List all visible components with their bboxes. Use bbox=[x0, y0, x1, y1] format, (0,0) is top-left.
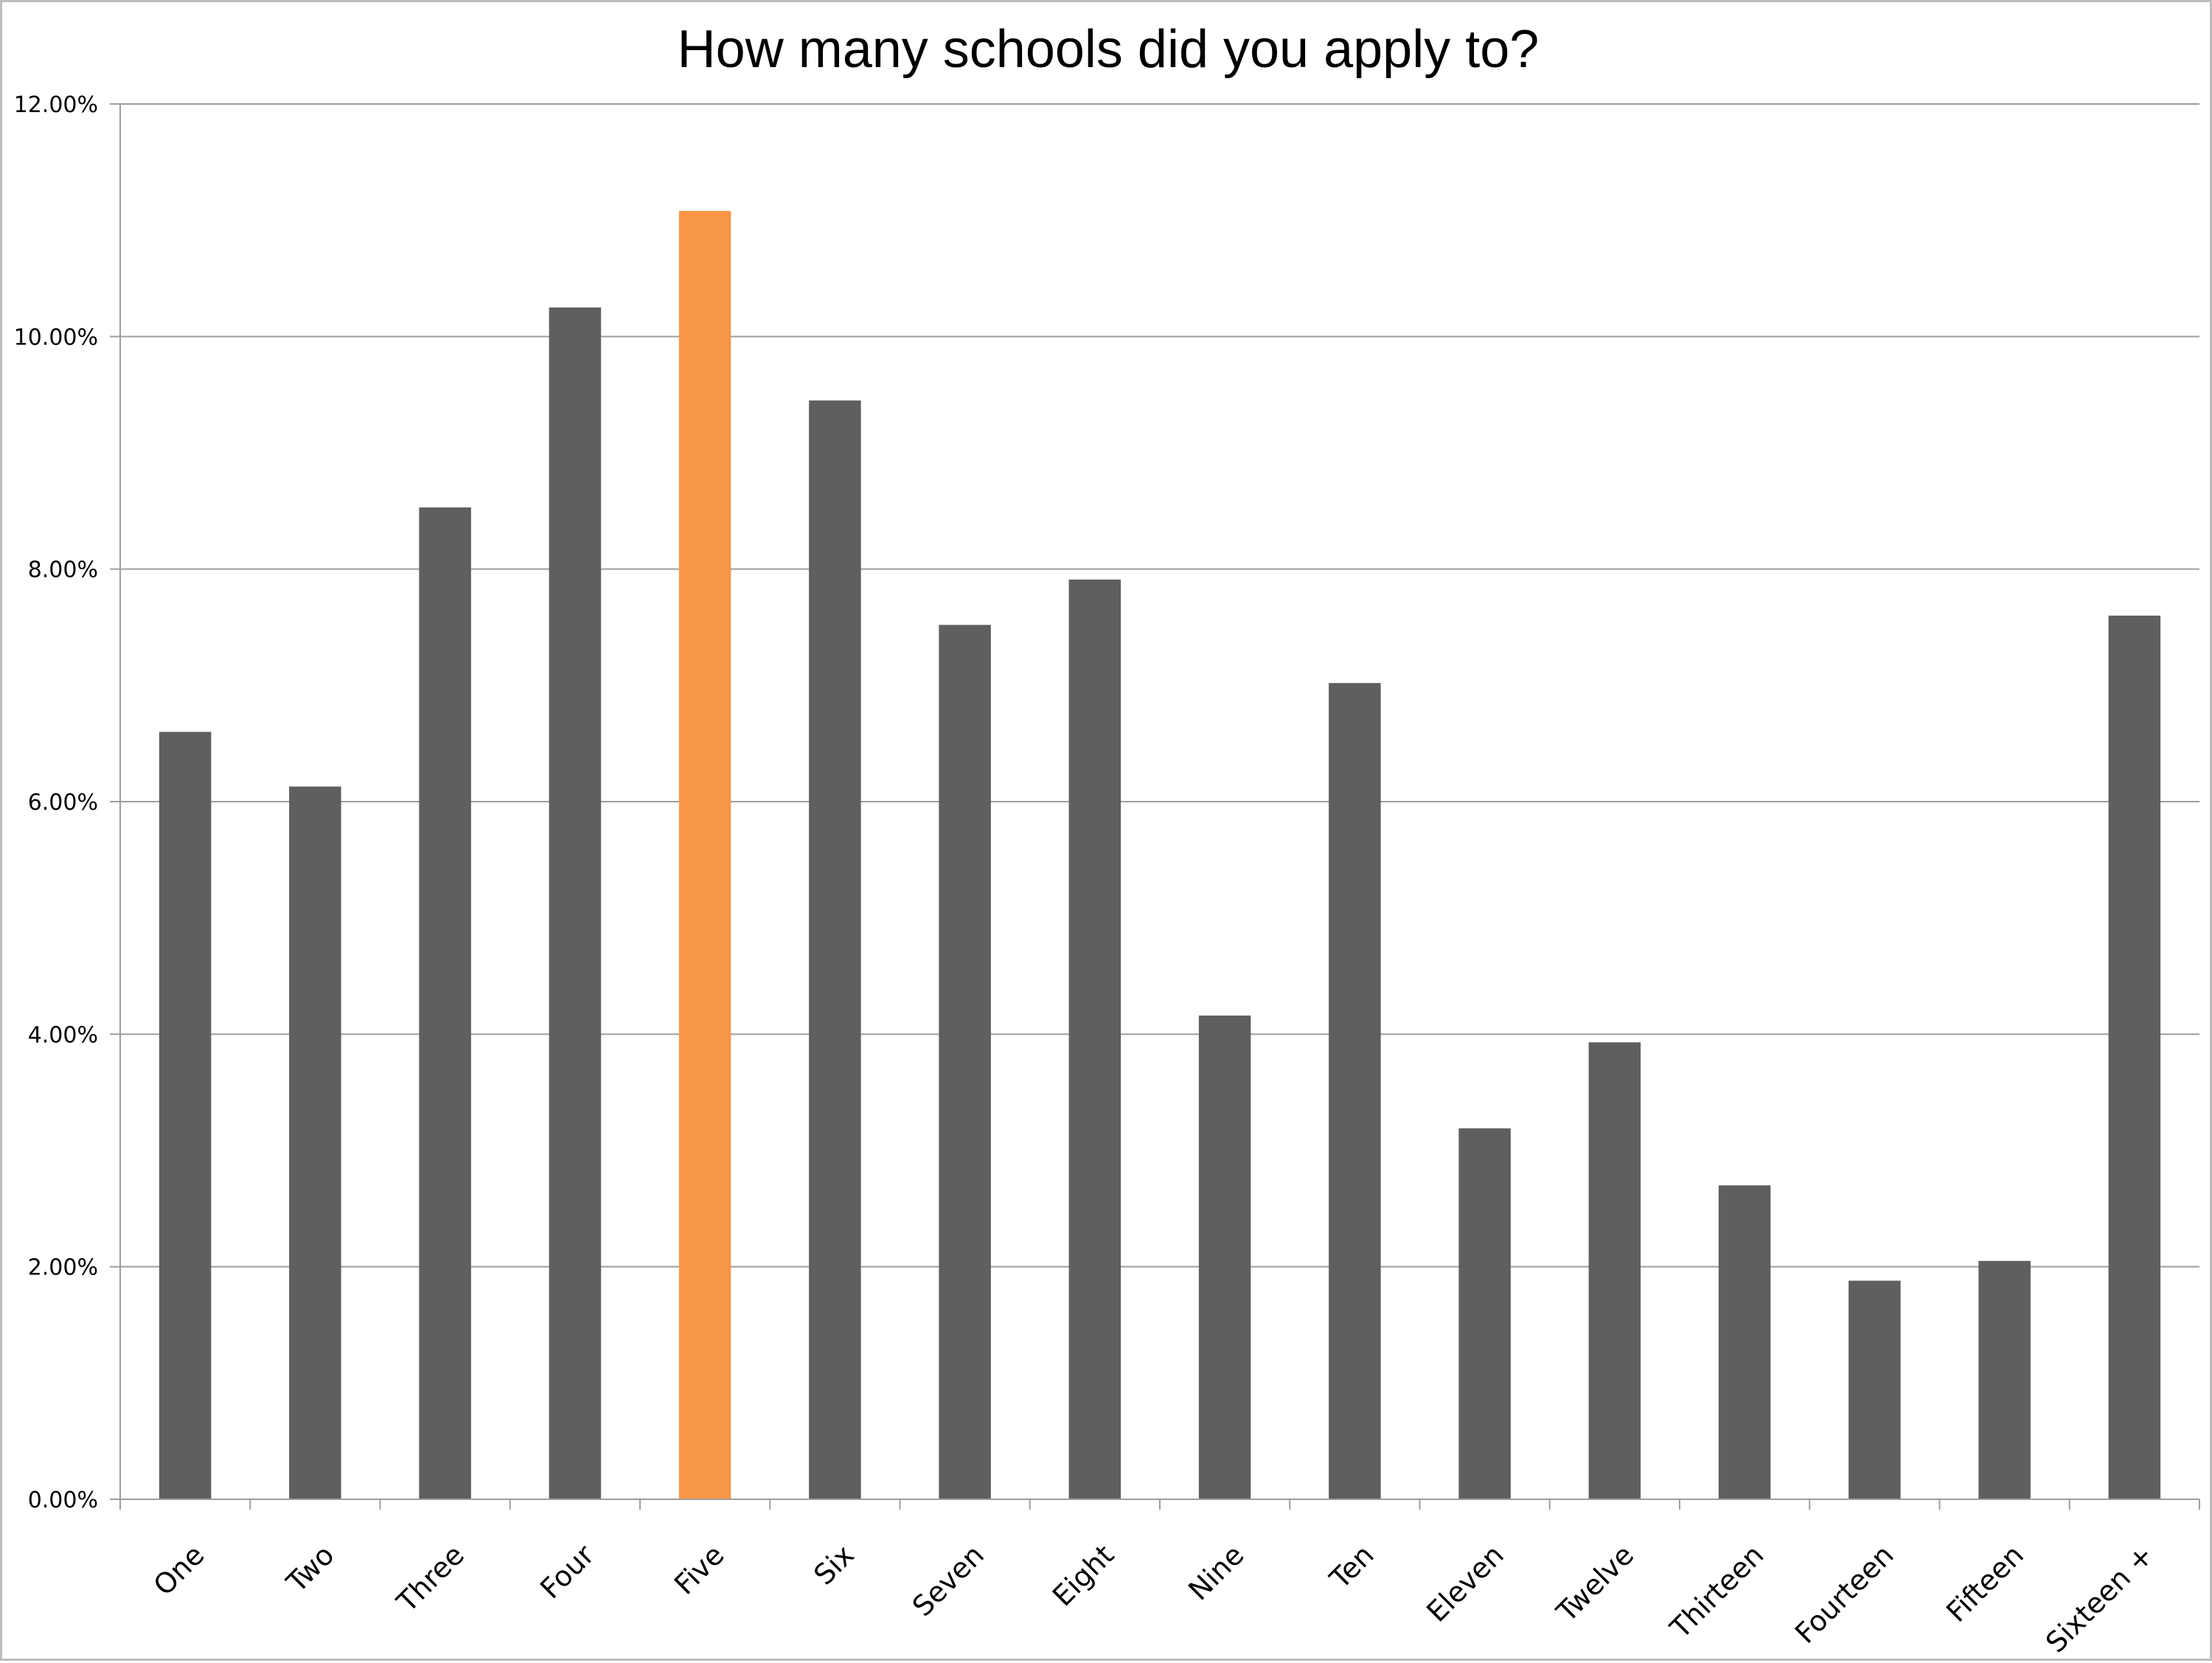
x-category-label: Four bbox=[534, 1538, 600, 1605]
bar-seven bbox=[939, 625, 991, 1499]
y-tick-label: 8.00% bbox=[28, 558, 98, 583]
y-tick-label: 12.00% bbox=[14, 92, 98, 118]
x-category-label: One bbox=[147, 1538, 211, 1602]
bar-fourteen bbox=[1848, 1280, 1901, 1499]
axes bbox=[119, 104, 2200, 1510]
bar-six bbox=[809, 400, 861, 1499]
bar-ten bbox=[1329, 683, 1381, 1500]
bar-nine bbox=[1198, 1015, 1251, 1499]
bar-thirteen bbox=[1718, 1185, 1771, 1499]
bar-eight bbox=[1068, 579, 1121, 1499]
x-category-label: Two bbox=[280, 1538, 341, 1599]
x-category-label: Six bbox=[807, 1538, 860, 1591]
x-category-label: Eight bbox=[1046, 1538, 1120, 1612]
x-category-label: Fifteen bbox=[1940, 1538, 2030, 1628]
bar-three bbox=[419, 507, 471, 1500]
bar-four bbox=[549, 307, 602, 1500]
bar-fifteen bbox=[1978, 1260, 2031, 1499]
bar-eleven bbox=[1458, 1128, 1511, 1499]
bar-two bbox=[289, 786, 341, 1499]
x-category-label: Three bbox=[390, 1538, 470, 1619]
y-tick-label: 2.00% bbox=[28, 1255, 98, 1281]
y-tick-label: 6.00% bbox=[28, 790, 98, 816]
x-axis-category-labels: One Two Three Four Five Six Seven Eight Nine Ten E… bbox=[147, 1538, 2160, 1659]
x-category-label: Nine bbox=[1182, 1538, 1250, 1606]
y-tick-label: 10.00% bbox=[14, 324, 98, 350]
y-axis-tick-labels: 0.00% 2.00% 4.00% 6.00% 8.00% 10.00% 12.00% bbox=[14, 92, 98, 1513]
x-category-label: Fourteen bbox=[1789, 1538, 1900, 1650]
bars bbox=[159, 211, 2161, 1500]
x-category-label: Thirteen bbox=[1663, 1538, 1770, 1645]
bar-sixteen bbox=[2108, 615, 2161, 1499]
x-category-label: Seven bbox=[906, 1538, 990, 1622]
bar-twelve bbox=[1588, 1042, 1641, 1499]
chart-title: How many schools did you apply to? bbox=[678, 20, 1540, 79]
x-category-label: Eleven bbox=[1420, 1538, 1510, 1628]
y-tick-label: 4.00% bbox=[28, 1022, 98, 1048]
bar-one bbox=[159, 732, 212, 1499]
x-category-label: Ten bbox=[1324, 1538, 1380, 1595]
x-category-label: Twelve bbox=[1550, 1538, 1640, 1628]
bar-five bbox=[678, 211, 731, 1499]
x-category-label: Five bbox=[668, 1538, 731, 1601]
x-category-label: Sixteen + bbox=[2039, 1538, 2160, 1659]
y-tick-label: 0.00% bbox=[28, 1487, 98, 1513]
